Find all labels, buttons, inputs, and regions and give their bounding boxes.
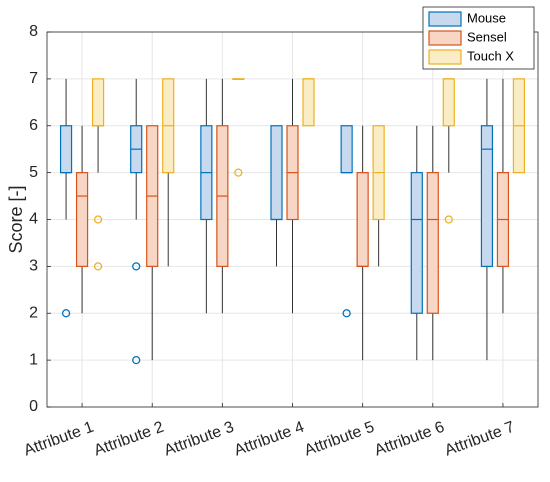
- box-touch-x: [302, 78, 315, 127]
- box-iqr: [340, 125, 353, 174]
- box-iqr: [302, 78, 315, 127]
- legend-label: Mouse: [467, 10, 506, 25]
- box-iqr: [480, 125, 494, 267]
- x-tick-label: Attribute 7: [443, 419, 517, 460]
- box-mouse: [340, 125, 353, 318]
- x-tick-label: Attribute 5: [302, 419, 376, 460]
- box-mouse: [270, 125, 283, 267]
- outlier-point: [342, 309, 351, 318]
- outlier-point: [444, 215, 453, 224]
- box-sensel: [286, 78, 299, 314]
- x-tick-label: Attribute 6: [372, 419, 446, 460]
- x-tick-label: Attribute 2: [92, 419, 166, 460]
- outlier-point: [93, 262, 103, 271]
- outlier-point: [234, 168, 243, 177]
- box-sensel: [216, 78, 229, 314]
- outlier-point: [61, 309, 71, 318]
- box-iqr: [426, 172, 439, 314]
- box-mouse: [59, 78, 73, 318]
- box-touch-x: [232, 78, 245, 177]
- box-iqr: [59, 125, 73, 174]
- y-tick-label: 6: [29, 117, 38, 134]
- box-sensel: [356, 125, 369, 361]
- box-sensel: [75, 125, 89, 314]
- box-iqr: [91, 78, 105, 127]
- y-tick-label: 8: [29, 23, 38, 40]
- y-tick-label: 4: [29, 211, 38, 228]
- outlier-point: [132, 355, 141, 365]
- legend-label: Sensel: [467, 29, 507, 44]
- boxes-layer: [59, 78, 526, 365]
- x-tick-label: Attribute 3: [162, 419, 236, 460]
- x-tick-label: Attribute 1: [22, 419, 96, 460]
- legend-label: Touch X: [467, 48, 514, 63]
- y-tick-label: 1: [29, 351, 38, 368]
- y-tick-label: 5: [29, 164, 38, 181]
- outlier-point: [132, 262, 141, 271]
- box-iqr: [410, 172, 423, 314]
- box-mouse: [130, 78, 143, 365]
- legend: Mouse Sensel Touch X: [422, 6, 535, 70]
- box-touch-x: [372, 125, 385, 267]
- box-touch-x: [512, 78, 526, 174]
- box-sensel: [496, 78, 510, 314]
- box-sensel: [426, 125, 439, 361]
- y-tick-label: 2: [29, 304, 38, 321]
- y-axis-label: Score [-]: [6, 185, 26, 253]
- y-tick-label: 7: [29, 70, 38, 87]
- legend-swatch: [428, 11, 462, 27]
- box-touch-x: [91, 78, 105, 271]
- box-iqr: [270, 125, 283, 221]
- legend-swatch: [428, 30, 462, 46]
- outlier-point: [93, 215, 103, 224]
- box-touch-x: [442, 78, 455, 224]
- box-mouse: [480, 78, 494, 361]
- box-sensel: [146, 125, 159, 361]
- box-iqr: [356, 172, 369, 267]
- box-touch-x: [162, 78, 175, 267]
- box-iqr: [442, 78, 455, 127]
- box-iqr: [75, 172, 89, 267]
- y-tick-label: 3: [29, 258, 38, 275]
- legend-swatch: [428, 49, 462, 65]
- y-tick-label: 0: [29, 398, 38, 415]
- box-mouse: [410, 125, 423, 361]
- x-tick-label: Attribute 4: [232, 419, 306, 460]
- y-axis-ticks: 0 1 2 3 4 5 6 7 8: [29, 23, 51, 415]
- box-mouse: [200, 78, 213, 314]
